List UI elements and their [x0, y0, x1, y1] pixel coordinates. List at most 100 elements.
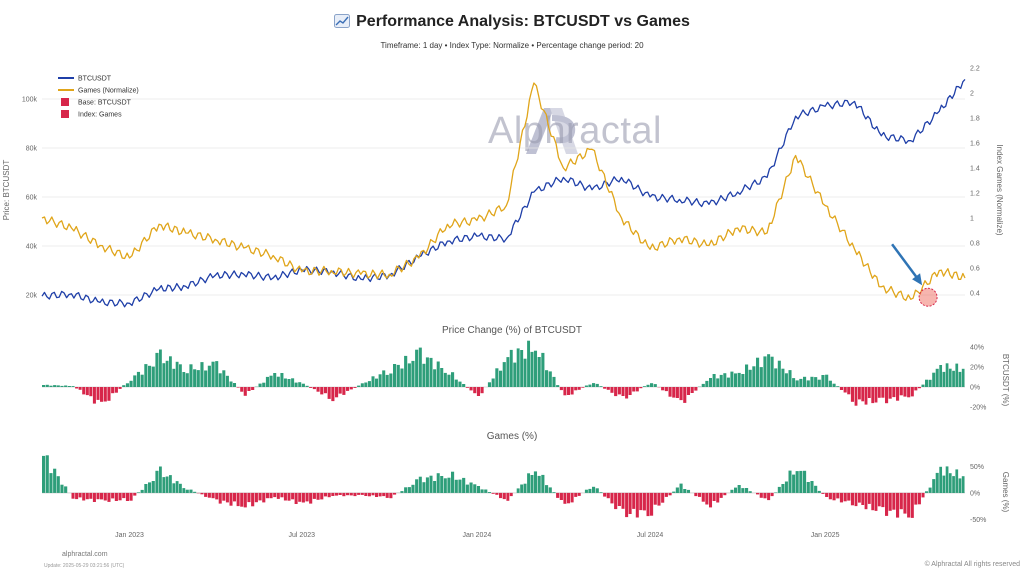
- bar-btcusdt: [247, 387, 251, 391]
- bar-games: [621, 492, 625, 509]
- bar-games: [928, 487, 932, 493]
- bar-btcusdt: [364, 382, 368, 387]
- bar-btcusdt: [763, 356, 767, 387]
- y-tick-games: 50%: [970, 464, 984, 471]
- bar-btcusdt: [803, 376, 807, 387]
- bar-btcusdt: [396, 364, 400, 387]
- bar-games: [792, 474, 796, 493]
- bar-games: [465, 484, 469, 493]
- bar-btcusdt: [530, 351, 534, 387]
- bar-games: [140, 489, 144, 493]
- bar-btcusdt: [559, 387, 563, 391]
- bar-btcusdt: [548, 371, 552, 387]
- bar-games: [874, 492, 878, 511]
- bar-btcusdt: [316, 387, 320, 392]
- bar-games: [82, 492, 86, 501]
- bar-games: [433, 481, 437, 493]
- bar-btcusdt: [686, 387, 691, 395]
- bar-games: [723, 492, 727, 496]
- bar-btcusdt: [207, 365, 211, 387]
- bar-games: [443, 478, 447, 493]
- y-tick-right: 1.4: [970, 166, 980, 173]
- bar-games: [262, 492, 266, 503]
- bar-btcusdt: [810, 376, 814, 387]
- bar-btcusdt: [734, 373, 738, 387]
- bar-games: [925, 491, 929, 493]
- footer-site: alphractal.com: [62, 551, 108, 558]
- bar-btcusdt: [222, 370, 226, 387]
- bar-btcusdt: [338, 387, 342, 394]
- bar-btcusdt: [367, 381, 371, 387]
- bar-games: [172, 483, 176, 493]
- bar-btcusdt: [683, 387, 687, 403]
- bar-btcusdt: [867, 387, 871, 398]
- annotation-arrow: [891, 243, 920, 280]
- bar-games: [45, 455, 49, 493]
- bar-games: [49, 473, 53, 493]
- y-axis-label-btc: BTCUSDT (%): [1001, 354, 1010, 407]
- bar-games: [462, 477, 466, 493]
- y-tick-left: 60k: [26, 195, 38, 202]
- y-axis-label-left: Price: BTCUSDT: [2, 160, 11, 221]
- bar-btcusdt: [520, 350, 524, 387]
- bar-games: [559, 492, 563, 500]
- bar-btcusdt: [165, 360, 169, 387]
- bar-games: [942, 475, 946, 493]
- bar-btcusdt: [774, 368, 778, 387]
- bar-btcusdt: [832, 383, 836, 387]
- bar-games: [533, 471, 538, 493]
- bar-games: [222, 492, 226, 501]
- bar-btcusdt: [942, 371, 946, 387]
- bar-btcusdt: [921, 384, 925, 387]
- bar-btcusdt: [67, 386, 71, 387]
- bar-games: [650, 492, 654, 516]
- bar-games: [839, 492, 844, 503]
- bar-btcusdt: [215, 361, 219, 387]
- bar-btcusdt: [440, 368, 444, 387]
- bar-games: [686, 489, 691, 493]
- bar-games: [60, 484, 64, 493]
- bar-btcusdt: [907, 387, 911, 398]
- bar-games: [788, 470, 792, 493]
- bar-btcusdt: [888, 387, 892, 399]
- bar-games: [378, 492, 382, 497]
- bar-games: [683, 489, 687, 493]
- bar-btcusdt: [280, 373, 284, 387]
- bar-games: [287, 492, 291, 501]
- bar-games: [218, 492, 222, 504]
- bar-games: [451, 471, 455, 493]
- bar-games: [907, 492, 911, 518]
- bar-btcusdt: [871, 387, 875, 404]
- bar-games: [877, 492, 881, 507]
- bar-btcusdt: [843, 387, 847, 393]
- y-tick-btcusdt: 0%: [970, 385, 980, 392]
- bar-games: [422, 482, 426, 493]
- bar-games: [125, 492, 130, 501]
- bar-games: [806, 482, 810, 493]
- bar-btcusdt: [854, 387, 858, 406]
- panel-title-btc: Price Change (%) of BTCUSDT: [442, 325, 582, 336]
- bar-btcusdt: [679, 387, 683, 401]
- bar-games: [182, 488, 186, 493]
- legend-item: Base: BTCUSDT: [78, 100, 132, 107]
- bar-btcusdt: [701, 383, 705, 387]
- bar-btcusdt: [516, 348, 520, 387]
- bar-btcusdt: [917, 387, 921, 389]
- bar-btcusdt: [723, 373, 727, 387]
- bar-games: [899, 492, 903, 510]
- bar-btcusdt: [513, 362, 517, 387]
- bar-btcusdt: [806, 380, 810, 387]
- bar-btcusdt: [588, 384, 592, 387]
- bar-games: [584, 489, 588, 493]
- y-tick-right: 1: [970, 216, 974, 223]
- bar-games: [404, 487, 408, 493]
- bar-btcusdt: [125, 383, 130, 387]
- annotation-arrowhead: [912, 273, 923, 286]
- bar-btcusdt: [592, 383, 596, 387]
- bar-btcusdt: [899, 387, 903, 396]
- bar-games: [661, 492, 665, 503]
- bar-btcusdt: [233, 383, 237, 387]
- bar-btcusdt: [443, 372, 447, 387]
- bar-games: [737, 485, 741, 493]
- bar-btcusdt: [349, 387, 353, 390]
